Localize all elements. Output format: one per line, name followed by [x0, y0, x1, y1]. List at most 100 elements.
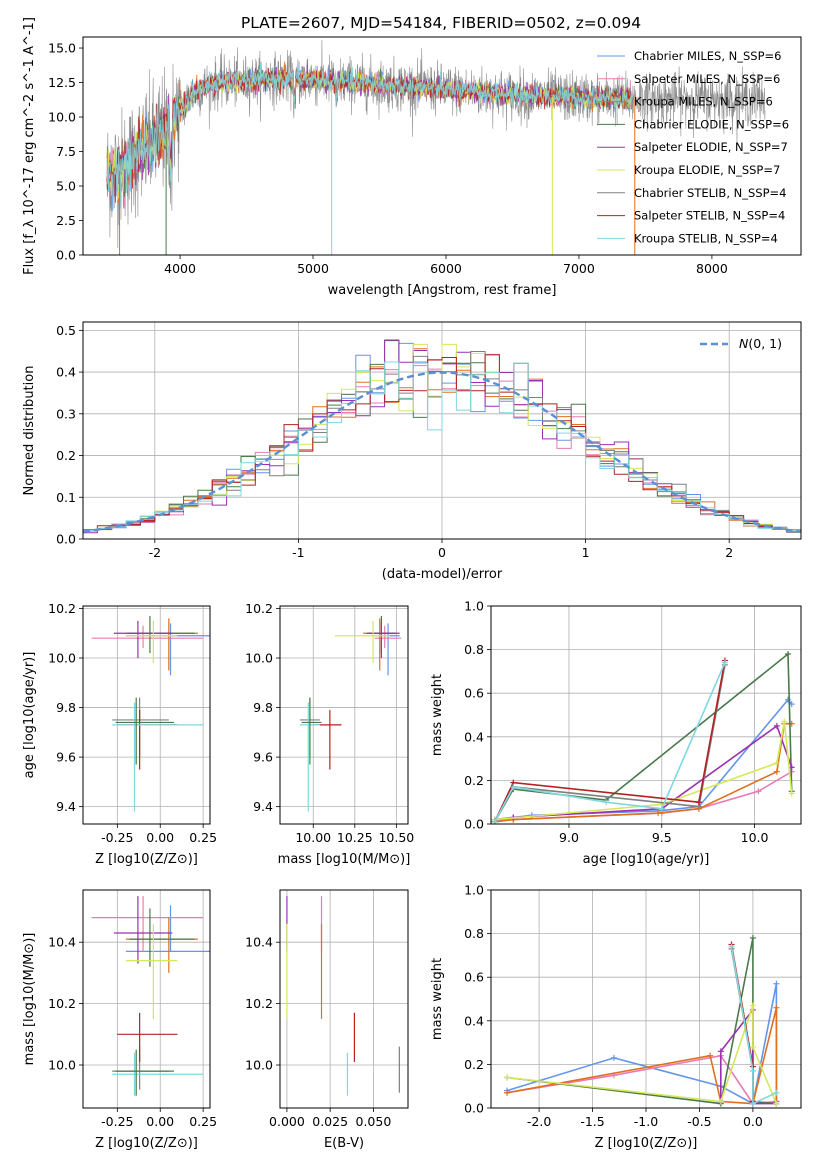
x-axis-label: age [log10(age/yr)] — [583, 852, 710, 867]
y-tick-label: 0.2 — [464, 1057, 484, 1072]
x-tick-label: -1.0 — [634, 1114, 658, 1129]
y-tick-label: 10.2 — [245, 601, 273, 616]
x-tick-label: -1 — [292, 545, 304, 560]
y-tick-label: 0.0 — [464, 817, 484, 832]
plot-panels: 4000 5000 6000 7000 80000.02.55.07.510.012.5… — [22, 17, 802, 1151]
x-axis-label: Z [log10(Z/Z⊙)] — [95, 1136, 198, 1151]
y-tick-label: 15.0 — [48, 41, 76, 56]
x-tick-label: -1.5 — [580, 1114, 604, 1129]
y-tick-label: 10.0 — [48, 651, 76, 666]
weight-series-line — [506, 1054, 777, 1105]
y-axis-label: mass weight — [430, 674, 445, 756]
plot-frame — [490, 605, 802, 825]
x-tick-label: 9.5 — [652, 830, 672, 845]
errorbar-points — [299, 615, 402, 812]
y-tick-label: 0.0 — [464, 1101, 484, 1116]
y-tick-label: 2.5 — [56, 213, 76, 228]
y-axis-label: mass [log10(M/M⊙)] — [22, 933, 37, 1066]
x-tick-label: 10.25 — [337, 830, 373, 845]
y-tick-label: 0.6 — [464, 970, 484, 985]
y-tick-label: 0.8 — [464, 926, 484, 941]
x-axis-label: Z [log10(Z/Z⊙)] — [95, 852, 198, 867]
x-tick-label: 10.0 — [741, 830, 769, 845]
x-tick-label: -0.25 — [101, 830, 133, 845]
weight-series-line — [506, 983, 778, 1105]
x-tick-label: 10.50 — [378, 830, 414, 845]
y-tick-label: 0.2 — [56, 448, 76, 463]
plot-frame — [279, 889, 409, 1109]
y-tick-label: 10.0 — [245, 651, 273, 666]
y-tick-label: 10.0 — [245, 1058, 273, 1073]
legend-label: N(0, 1) — [739, 336, 782, 351]
weight-series-line — [730, 946, 777, 1105]
legend-label: Salpeter STELIB, N_SSP=4 — [634, 209, 785, 223]
weight-lines — [491, 650, 795, 824]
weight_vs_Z-panel: -2.0 -1.5 -1.0 -0.5 0.0 0.0 0.2 0.4 0.6 0.8 1.0 Z [… — [430, 883, 802, 1151]
errorbar-points — [91, 615, 210, 812]
y-tick-label: 0.4 — [464, 1013, 484, 1028]
y-axis-label: age [log10(age/yr)] — [22, 652, 37, 779]
y-axis-label: Flux [f_λ 10^-17 erg cm^-2 s^-1 A^-1] — [22, 17, 37, 275]
plot-frame — [82, 36, 802, 256]
y-tick-label: 10.4 — [48, 935, 76, 950]
y-tick-label: 12.5 — [48, 75, 76, 90]
x-tick-label: -0.25 — [101, 1114, 133, 1129]
x-tick-label: 0.00 — [146, 830, 174, 845]
figure-title: PLATE=2607, MJD=54184, FIBERID=0502, z=0… — [241, 14, 641, 32]
y-tick-label: 9.6 — [253, 750, 273, 765]
residuals-panel: -2 -1 0 1 2 0.0 0.1 0.2 0.3 0.4 0.5 (data-model)/er… — [22, 321, 802, 582]
y-tick-label: 9.8 — [253, 700, 273, 715]
y-tick-label: 0.2 — [464, 773, 484, 788]
x-tick-label: 9.0 — [559, 830, 579, 845]
y-axis-label: Normed distribution — [22, 366, 37, 496]
plot-frame — [490, 889, 802, 1109]
x-tick-label: 5000 — [297, 261, 329, 276]
x-tick-label: 0.050 — [356, 1114, 392, 1129]
mass_vs_Z-panel: -0.25 0.00 0.25 10.0 10.2 10.4 Z [log10(Z/Z⊙)]… — [22, 889, 217, 1151]
y-tick-label: 0.6 — [464, 686, 484, 701]
x-axis-label: E(B-V) — [324, 1136, 364, 1151]
y-tick-label: 0.0 — [56, 532, 76, 547]
x-tick-label: 10.00 — [295, 830, 331, 845]
age_vs_Z-panel: -0.25 0.00 0.25 9.4 9.6 9.8 10.0 10.2 Z [log10(Z… — [22, 601, 217, 867]
y-tick-label: 9.4 — [56, 799, 76, 814]
y-axis-label: mass weight — [430, 958, 445, 1040]
legend-label: Kroupa STELIB, N_SSP=4 — [634, 231, 778, 245]
y-tick-label: 9.4 — [253, 799, 273, 814]
age_vs_mass-panel: 10.00 10.25 10.50 9.4 9.6 9.8 10.0 10.2 mass [lo… — [245, 601, 414, 867]
weight-series-line — [506, 1005, 778, 1104]
x-tick-label: 2 — [725, 545, 733, 560]
x-axis-label: (data-model)/error — [382, 567, 503, 582]
x-tick-label: -2.0 — [527, 1114, 551, 1129]
x-tick-label: 6000 — [430, 261, 462, 276]
x-tick-label: 0.00 — [146, 1114, 174, 1129]
legend-label: Chabrier ELODIE, N_SSP=6 — [634, 117, 789, 131]
errorbar-points — [91, 896, 210, 1096]
plot-frame — [82, 321, 802, 540]
y-tick-label: 7.5 — [56, 144, 76, 159]
spectrum-panel: 4000 5000 6000 7000 8000 0.0 2.5 5.0 7.5 10.0 12.5… — [22, 17, 802, 298]
weight-series-line — [494, 698, 793, 823]
y-tick-label: 10.2 — [245, 996, 273, 1011]
weight-lines — [504, 934, 780, 1107]
legend-label: Kroupa MILES, N_SSP=6 — [634, 95, 773, 109]
weight-series-line — [730, 948, 754, 1102]
x-tick-label: 0.25 — [189, 830, 217, 845]
y-tick-label: 10.0 — [48, 110, 76, 125]
x-tick-label: 0.025 — [312, 1114, 348, 1129]
plot-frame — [82, 889, 211, 1109]
y-tick-label: 0.5 — [56, 323, 76, 338]
legend-label: Chabrier MILES, N_SSP=6 — [634, 49, 781, 63]
y-tick-label: 10.2 — [48, 996, 76, 1011]
y-tick-label: 0.4 — [56, 365, 76, 380]
normal-reference-curve — [83, 371, 801, 533]
y-tick-label: 10.4 — [245, 935, 273, 950]
weight_vs_age-panel: 9.0 9.5 10.0 0.0 0.2 0.4 0.6 0.8 1.0 age [log10(a… — [430, 599, 802, 867]
y-tick-label: 10.0 — [48, 1058, 76, 1073]
y-tick-label: 0.1 — [56, 490, 76, 505]
legend-label: Chabrier STELIB, N_SSP=4 — [634, 186, 786, 200]
errorbar-points — [286, 896, 400, 1096]
x-tick-label: 4000 — [164, 261, 196, 276]
y-tick-label: 5.0 — [56, 179, 76, 194]
x-tick-label: 0.25 — [189, 1114, 217, 1129]
